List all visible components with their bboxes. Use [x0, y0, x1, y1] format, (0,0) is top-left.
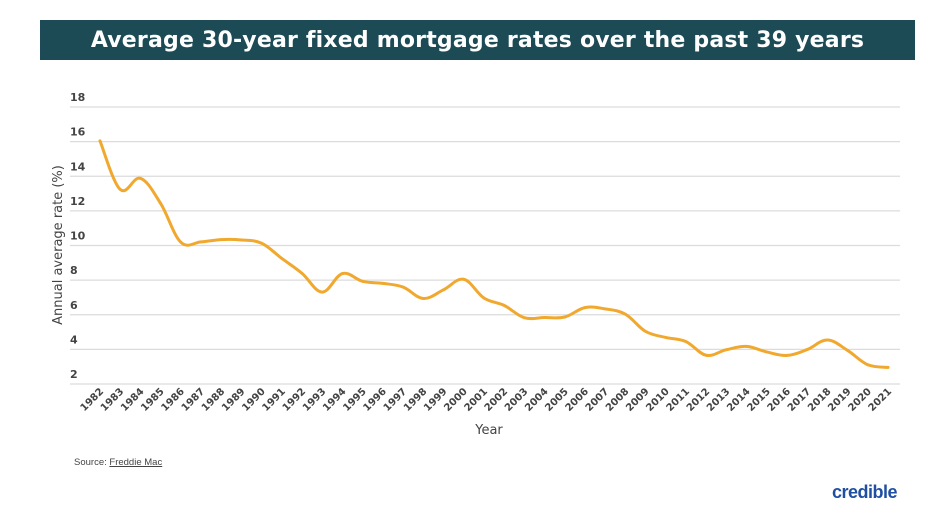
data-point-1987	[199, 240, 203, 244]
data-point-1990	[260, 241, 264, 245]
data-point-1988	[219, 238, 223, 242]
data-point-1992	[300, 271, 304, 275]
y-axis-label: Annual average rate (%)	[51, 165, 66, 325]
data-point-2014	[745, 345, 748, 348]
y-tick-label: 18	[70, 91, 85, 104]
data-point-1995	[361, 279, 365, 283]
y-tick-label: 16	[70, 126, 86, 139]
source-link[interactable]: Freddie Mac	[109, 457, 163, 468]
title-banner: Average 30-year fixed mortgage rates ove…	[40, 20, 915, 60]
source-prefix: Source:	[74, 457, 110, 468]
data-point-2020	[866, 363, 870, 367]
data-point-1985	[159, 202, 163, 205]
data-point-1983	[118, 188, 122, 191]
data-point-2012	[704, 353, 708, 357]
data-point-2013	[724, 348, 728, 352]
data-point-2017	[805, 348, 809, 351]
data-point-2002	[502, 304, 506, 307]
data-point-1993	[320, 290, 324, 294]
data-point-2003	[522, 316, 526, 320]
y-tick-label: 2	[70, 368, 78, 381]
y-tick-label: 4	[70, 333, 78, 346]
data-point-1994	[341, 272, 344, 275]
data-point-1989	[240, 238, 243, 242]
data-point-1998	[421, 297, 425, 300]
data-point-2008	[623, 312, 627, 316]
y-tick-label: 12	[70, 195, 85, 208]
data-point-2009	[644, 329, 647, 333]
data-point-2001	[482, 296, 486, 300]
y-tick-label: 8	[70, 264, 78, 277]
data-point-1997	[401, 285, 405, 289]
y-tick-label: 6	[70, 299, 78, 312]
data-point-2011	[684, 340, 688, 343]
series-line	[98, 139, 890, 369]
credible-logo: credible	[831, 482, 898, 502]
x-tick-label: 2021	[867, 386, 894, 413]
data-point-1984	[139, 176, 142, 180]
source-note: Source: Freddie Mac	[74, 457, 162, 468]
data-point-2019	[846, 349, 849, 352]
data-point-2007	[603, 307, 607, 311]
data-point-2010	[664, 336, 668, 339]
y-tick-label: 14	[70, 160, 86, 173]
chart-title: Average 30-year fixed mortgage rates ove…	[90, 27, 865, 53]
data-point-2004	[543, 316, 546, 319]
data-point-1999	[442, 288, 445, 292]
data-point-2015	[765, 350, 769, 354]
x-axis-label: Year	[474, 423, 503, 438]
data-point-1982	[98, 139, 102, 143]
data-point-2021	[886, 365, 890, 369]
data-point-1986	[179, 240, 183, 244]
data-point-2018	[825, 338, 829, 342]
data-point-1991	[280, 257, 284, 260]
data-point-2005	[563, 315, 567, 319]
data-point-1996	[381, 282, 385, 285]
y-tick-label: 10	[70, 230, 86, 243]
data-point-2016	[785, 354, 789, 357]
data-point-2006	[583, 306, 587, 310]
data-point-2000	[462, 277, 466, 281]
